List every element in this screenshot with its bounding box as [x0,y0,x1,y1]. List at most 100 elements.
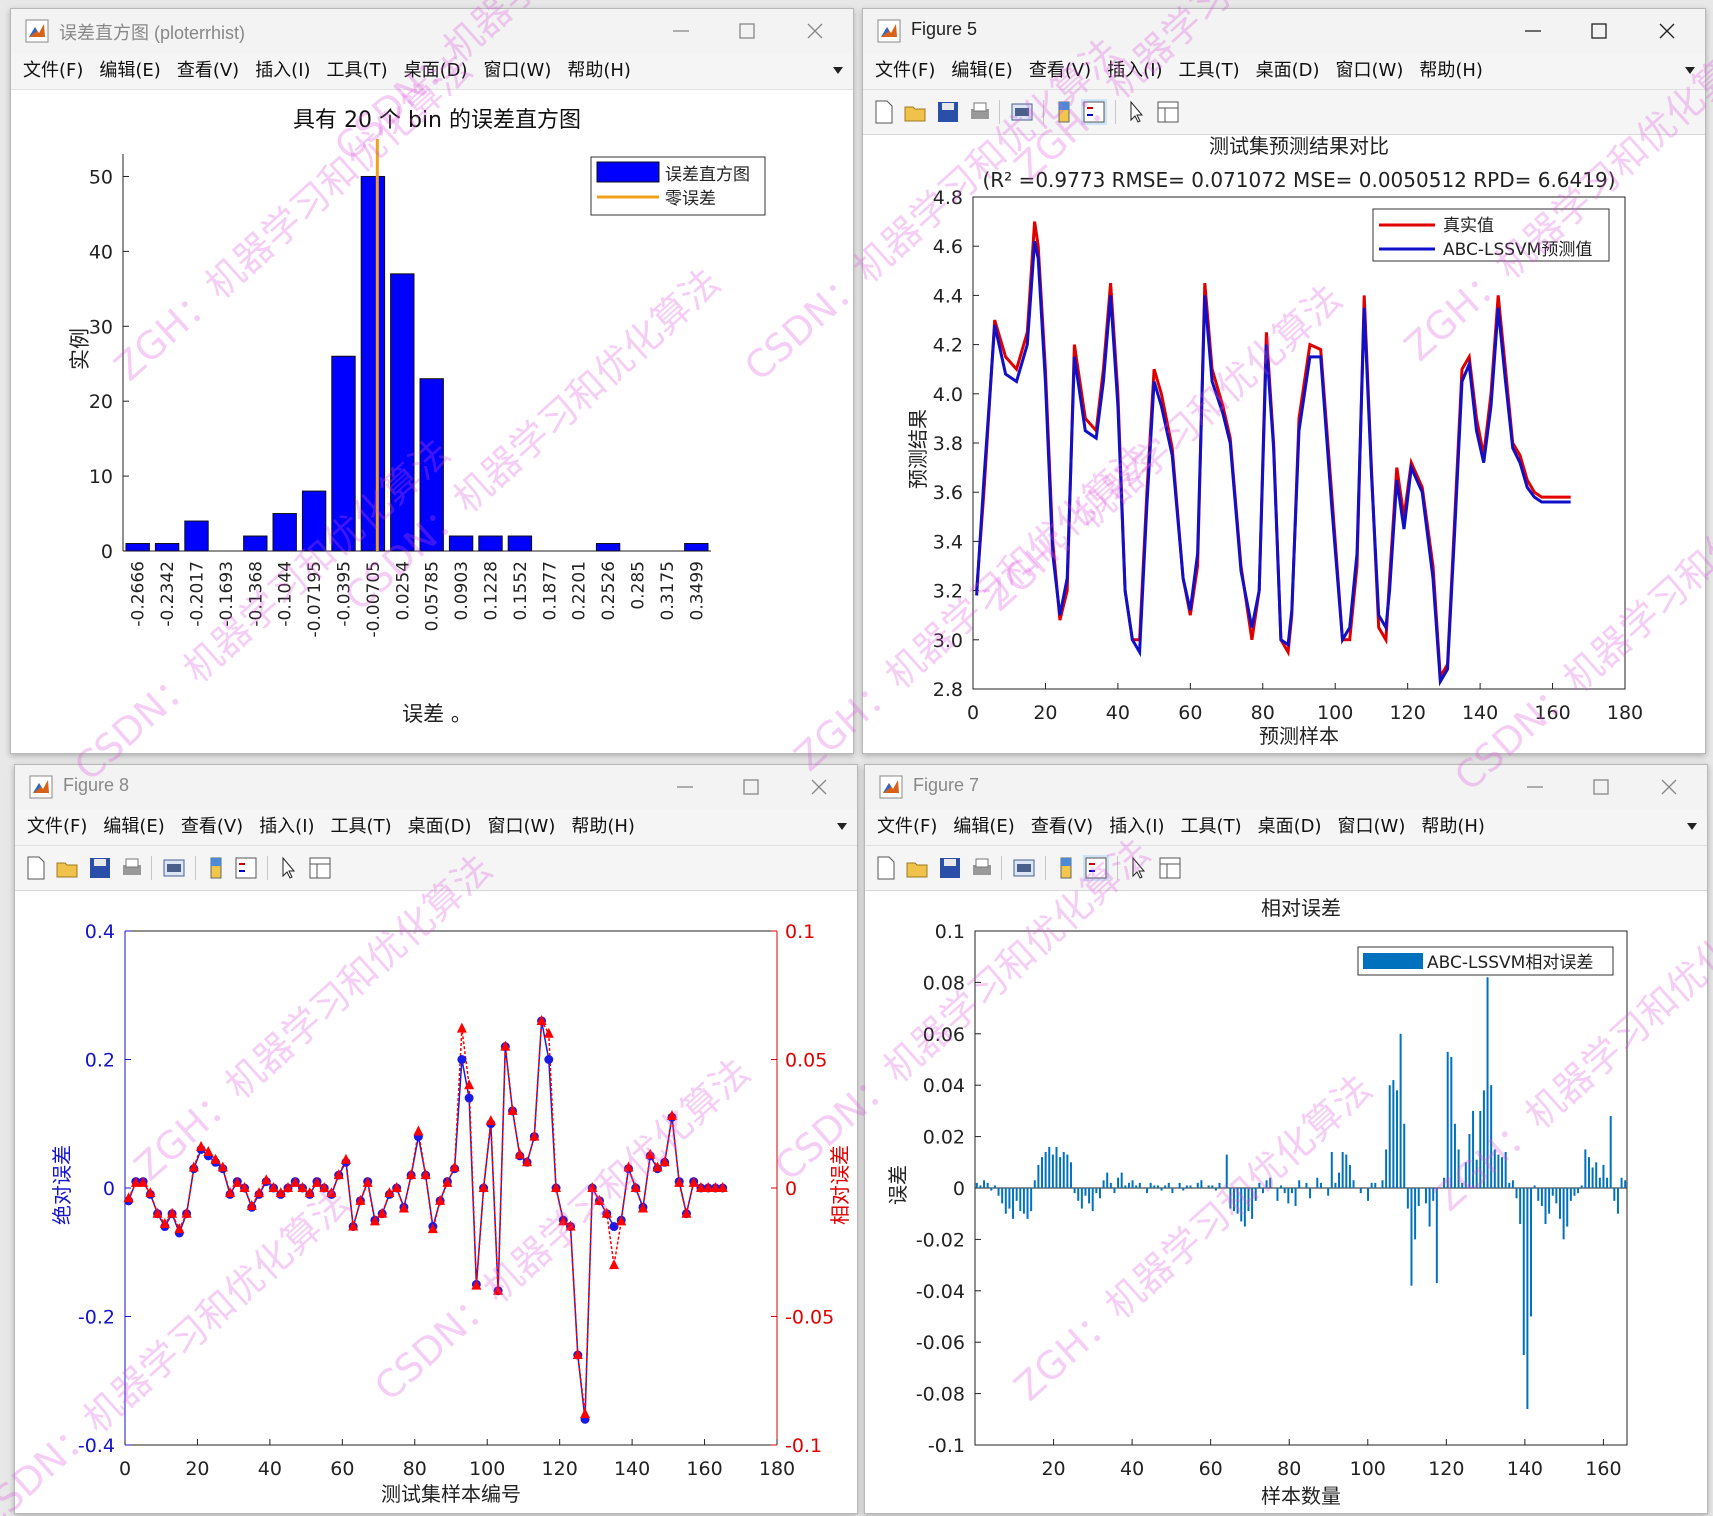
menu-edit[interactable]: 编辑(E) [953,816,1015,837]
print-icon[interactable] [967,99,993,125]
close-button[interactable] [1649,771,1689,803]
relative-error-point [637,1202,648,1213]
menu-desktop[interactable]: 桌面(D) [403,60,468,81]
property-inspector-icon[interactable] [307,855,333,881]
relative-error-bar [1069,1162,1072,1188]
colorbar-icon[interactable] [1053,855,1079,881]
toolbar-separator [1043,100,1044,124]
menu-help[interactable]: 帮助(H) [1419,60,1483,81]
menu-tools[interactable]: 工具(T) [326,60,388,81]
relative-error-bar [1464,1162,1467,1188]
new-figure-icon[interactable] [23,855,49,881]
y-tick-label: 4.0 [933,384,963,406]
menu-help[interactable]: 帮助(H) [567,60,631,81]
menu-help[interactable]: 帮助(H) [571,816,635,837]
relative-error-bar [1457,1149,1460,1188]
colorbar-icon[interactable] [203,855,229,881]
title-bar[interactable]: Figure 7 [865,765,1707,809]
relative-error-bar [1584,1149,1587,1188]
link-plot-icon[interactable] [1011,855,1037,881]
menu-view[interactable]: 查看(V) [180,816,244,837]
menu-tools[interactable]: 工具(T) [1180,816,1242,837]
maximize-button[interactable] [1581,771,1621,803]
new-figure-icon[interactable] [871,99,897,125]
menu-edit[interactable]: 编辑(E) [103,816,165,837]
relative-error-bar [1544,1188,1547,1224]
menu-file[interactable]: 文件(F) [875,60,936,81]
menu-tools[interactable]: 工具(T) [330,816,392,837]
menu-window[interactable]: 窗口(W) [487,816,556,837]
relative-error-bar [1294,1188,1297,1206]
save-icon[interactable] [937,855,963,881]
dock-arrow-icon[interactable] [835,819,849,833]
maximize-button[interactable] [727,15,767,47]
relative-error-bar [1059,1157,1062,1188]
close-button[interactable] [1647,15,1687,47]
close-button[interactable] [795,15,835,47]
legend-icon[interactable] [1081,99,1107,125]
menu-window[interactable]: 窗口(W) [1337,816,1406,837]
menu-view[interactable]: 查看(V) [1030,816,1094,837]
menu-insert[interactable]: 插入(I) [1109,816,1165,837]
menu-help[interactable]: 帮助(H) [1421,816,1485,837]
menu-insert[interactable]: 插入(I) [259,816,315,837]
legend-label-hist: 误差直方图 [665,165,750,185]
print-icon[interactable] [119,855,145,881]
histogram-bar [331,355,356,552]
menu-window[interactable]: 窗口(W) [1335,60,1404,81]
minimize-button[interactable] [1513,15,1553,47]
maximize-button[interactable] [1579,15,1619,47]
menu-file[interactable]: 文件(F) [27,816,88,837]
title-bar[interactable]: 误差直方图 (ploterrhist) [11,9,853,53]
menu-desktop[interactable]: 桌面(D) [1257,816,1322,837]
menu-desktop[interactable]: 桌面(D) [1255,60,1320,81]
title-bar[interactable]: Figure 8 [15,765,857,809]
minimize-button[interactable] [1515,771,1555,803]
close-button[interactable] [799,771,839,803]
relative-error-point [174,1223,185,1234]
link-plot-icon[interactable] [161,855,187,881]
menu-view[interactable]: 查看(V) [176,60,240,81]
legend-icon[interactable] [233,855,259,881]
menu-file[interactable]: 文件(F) [877,816,938,837]
pointer-icon[interactable] [1125,855,1151,881]
relative-error-point [594,1194,605,1205]
colorbar-icon[interactable] [1051,99,1077,125]
menu-edit[interactable]: 编辑(E) [99,60,161,81]
save-icon[interactable] [935,99,961,125]
dock-arrow-icon[interactable] [831,63,845,77]
menu-insert[interactable]: 插入(I) [1107,60,1163,81]
legend-icon[interactable] [1083,855,1109,881]
relative-error-bar [1012,1188,1015,1219]
menu-desktop[interactable]: 桌面(D) [407,816,472,837]
maximize-button[interactable] [731,771,771,803]
relative-error-point [456,1022,467,1033]
relative-error-bar [1435,1188,1438,1284]
pointer-icon[interactable] [1123,99,1149,125]
menu-edit[interactable]: 编辑(E) [951,60,1013,81]
print-icon[interactable] [969,855,995,881]
new-figure-icon[interactable] [873,855,899,881]
property-inspector-icon[interactable] [1155,99,1181,125]
relative-error-point [225,1187,236,1198]
dock-arrow-icon[interactable] [1685,819,1699,833]
menu-view[interactable]: 查看(V) [1028,60,1092,81]
menu-window[interactable]: 窗口(W) [483,60,552,81]
title-bar[interactable]: Figure 5 [863,9,1705,53]
open-file-icon[interactable] [903,99,929,125]
open-file-icon[interactable] [905,855,931,881]
menu-insert[interactable]: 插入(I) [255,60,311,81]
dock-arrow-icon[interactable] [1683,63,1697,77]
minimize-button[interactable] [665,771,705,803]
property-inspector-icon[interactable] [1157,855,1183,881]
relative-error-point [283,1182,293,1192]
menu-tools[interactable]: 工具(T) [1178,60,1240,81]
link-plot-icon[interactable] [1009,99,1035,125]
open-file-icon[interactable] [55,855,81,881]
save-icon[interactable] [87,855,113,881]
relative-error-bar [1446,1051,1449,1188]
pointer-icon[interactable] [275,855,301,881]
menu-file[interactable]: 文件(F) [23,60,84,81]
minimize-button[interactable] [661,15,701,47]
relative-error-point [449,1161,460,1172]
